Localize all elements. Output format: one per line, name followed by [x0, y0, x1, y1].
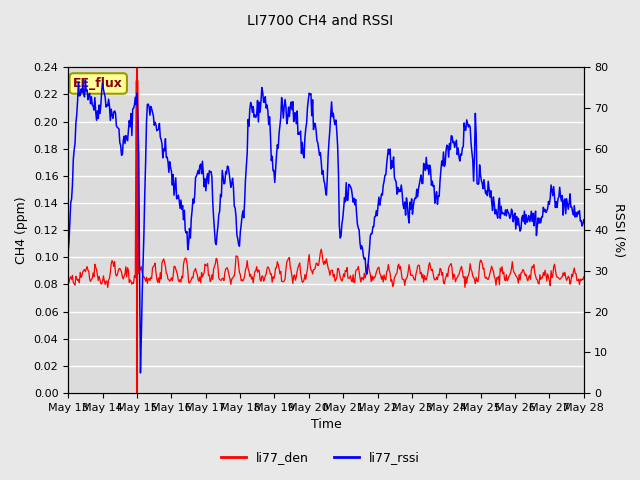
- Text: LI7700 CH4 and RSSI: LI7700 CH4 and RSSI: [247, 14, 393, 28]
- Y-axis label: CH4 (ppm): CH4 (ppm): [15, 196, 28, 264]
- Y-axis label: RSSI (%): RSSI (%): [612, 203, 625, 257]
- Legend: li77_den, li77_rssi: li77_den, li77_rssi: [216, 446, 424, 469]
- Text: EE_flux: EE_flux: [74, 77, 123, 90]
- X-axis label: Time: Time: [310, 419, 341, 432]
